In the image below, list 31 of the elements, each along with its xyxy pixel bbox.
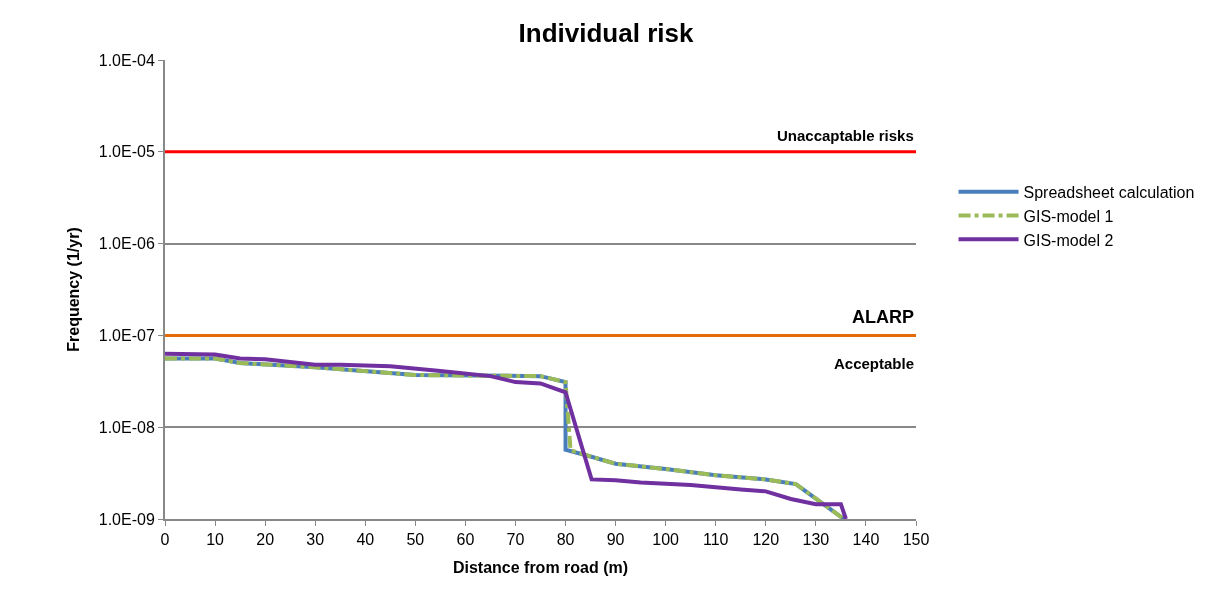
x-tick-label: 60 — [456, 531, 475, 549]
x-tick-label: 140 — [852, 531, 880, 549]
legend-label: GIS-model 1 — [1023, 207, 1114, 225]
ref-line-label: Unaccaptable risks — [777, 127, 914, 144]
x-tick-label: 40 — [356, 531, 375, 549]
chart-title: Individual risk — [518, 18, 694, 49]
y-tick-label: 1.0E-04 — [98, 51, 155, 69]
x-tick-label: 50 — [406, 531, 425, 549]
x-tick-label: 70 — [506, 531, 525, 549]
x-tick-label: 90 — [606, 531, 625, 549]
x-axis-title: Distance from road (m) — [452, 559, 629, 577]
legend-label: Spreadsheet calculation — [1023, 183, 1195, 201]
y-tick-label: 1.0E-06 — [98, 235, 155, 253]
y-tick-label: 1.0E-09 — [98, 510, 155, 528]
legend-label: GIS-model 2 — [1023, 231, 1114, 249]
y-axis-title: Frequency (1/yr) — [65, 227, 83, 352]
y-tick-label: 1.0E-08 — [98, 418, 155, 436]
x-tick-label: 0 — [160, 531, 170, 549]
x-tick-label: 20 — [256, 531, 275, 549]
ref-line-label: ALARP — [852, 307, 914, 327]
annotation: Acceptable — [834, 355, 915, 372]
y-tick-label: 1.0E-07 — [98, 327, 155, 344]
x-tick-label: 120 — [752, 531, 780, 549]
x-tick-label: 150 — [902, 531, 930, 549]
x-tick-label: 130 — [802, 531, 830, 549]
x-tick-label: 30 — [306, 531, 325, 549]
x-tick-label: 110 — [702, 531, 729, 549]
x-tick-label: 80 — [556, 531, 575, 549]
x-tick-label: 10 — [206, 531, 225, 549]
x-tick-label: 100 — [652, 531, 680, 549]
y-tick-label: 1.0E-05 — [98, 143, 155, 161]
